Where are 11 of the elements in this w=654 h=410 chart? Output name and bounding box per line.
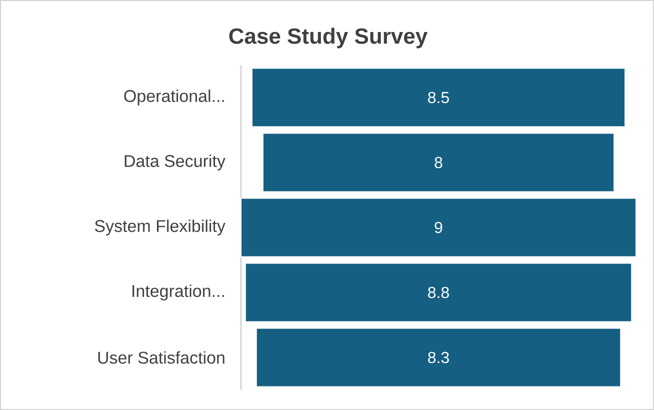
category-label: Operational... (124, 90, 224, 106)
category-label: Integration... (132, 284, 224, 300)
category-label: User Satisfaction (98, 351, 224, 364)
data-label: 9 (434, 222, 442, 234)
category-label: Data Security (124, 154, 226, 170)
text: Case Study Survey (229, 28, 428, 48)
data-label: 8.8 (428, 286, 449, 298)
data-label: 8 (434, 156, 442, 168)
category-label: System Flexibility (94, 220, 226, 236)
data-label: 8.3 (428, 352, 449, 364)
data-label: 8.5 (428, 92, 449, 104)
